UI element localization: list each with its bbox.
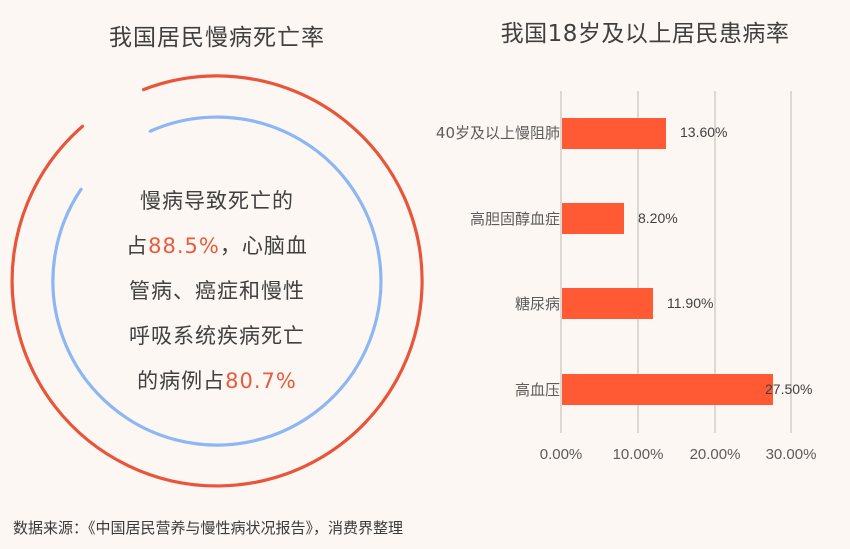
bar-high-cholesterol — [562, 203, 624, 234]
gridline-20 — [714, 91, 716, 433]
gridline-0 — [560, 91, 562, 433]
summary-line-5: 的病例占80.7% — [107, 359, 327, 404]
outer-ring-arc — [10, 74, 424, 488]
x-tick-label: 30.00% — [765, 446, 817, 463]
left-panel-title: 我国居民慢病死亡率 — [109, 25, 325, 51]
value-label: 8.20% — [638, 210, 678, 226]
major-disease-death-share-value: 80.7% — [225, 369, 297, 393]
prevalence-bar-chart: 40岁及以上慢阻肺 13.60% 高胆固醇血症 8.20% 糖尿病 11.90%… — [380, 80, 850, 480]
chronic-death-share-value: 88.5% — [148, 234, 220, 258]
category-label: 糖尿病 — [514, 295, 560, 313]
summary-line-4: 呼吸系统疾病死亡 — [107, 314, 327, 359]
bar-copd — [562, 118, 666, 149]
right-panel-title: 我国18岁及以上居民患病率 — [500, 21, 790, 47]
mortality-summary-text: 慢病导致死亡的 占88.5%，心脑血 管病、癌症和慢性 呼吸系统疾病死亡 的病例… — [107, 179, 327, 404]
bar-hypertension — [562, 374, 773, 405]
value-label: 11.90% — [667, 295, 714, 311]
summary-line-2: 占88.5%，心脑血 — [107, 224, 327, 269]
summary-text: 慢病导致死亡的 — [140, 189, 294, 213]
summary-text: ，心脑血 — [219, 234, 308, 258]
summary-text: 的病例占 — [137, 369, 226, 393]
category-label: 40岁及以上慢阻肺 — [435, 124, 560, 142]
gridline-10 — [637, 91, 639, 433]
summary-text: 呼吸系统疾病死亡 — [129, 324, 305, 348]
mortality-rings — [10, 74, 424, 488]
summary-line-3: 管病、癌症和慢性 — [107, 269, 327, 314]
category-label: 高胆固醇血症 — [469, 210, 560, 228]
bar-diabetes — [562, 288, 653, 319]
value-label: 13.60% — [680, 124, 728, 140]
x-tick-label: 20.00% — [689, 446, 741, 463]
summary-text: 管病、癌症和慢性 — [129, 279, 305, 303]
summary-text: 占 — [126, 234, 149, 258]
inner-ring-arc — [51, 115, 383, 447]
value-label: 27.50% — [765, 381, 813, 397]
gridline-30 — [790, 91, 792, 433]
x-tick-label: 0.00% — [539, 446, 583, 463]
data-source-note: 数据来源：《中国居民营养与慢性病状况报告》，消费界整理 — [13, 519, 404, 537]
summary-line-1: 慢病导致死亡的 — [107, 179, 327, 224]
x-tick-label: 10.00% — [612, 446, 664, 463]
category-label: 高血压 — [514, 381, 560, 399]
